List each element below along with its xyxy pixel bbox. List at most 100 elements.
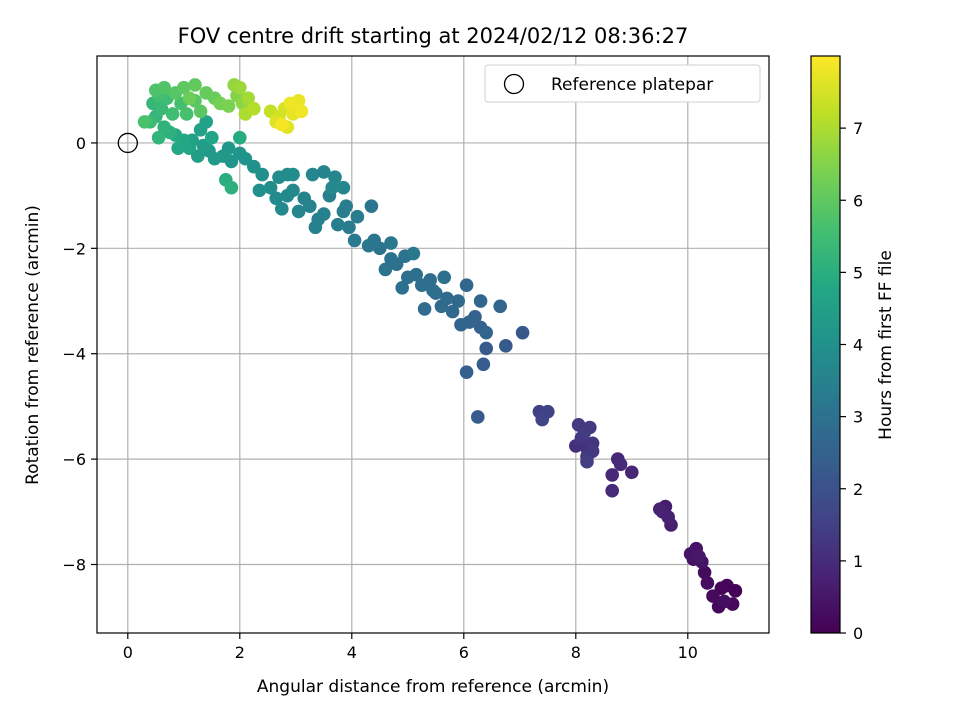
- colorbar-ticks: 0 1 2 3 4 5 6 7: [840, 119, 863, 643]
- data-point: [317, 165, 331, 179]
- y-tick-label: 0: [76, 134, 86, 153]
- data-point: [499, 339, 513, 353]
- colorbar-gradient: [811, 56, 840, 633]
- colorbar-tick-label: 6: [853, 191, 863, 210]
- x-tick-label: 8: [571, 643, 581, 662]
- y-tick-label: −8: [62, 555, 86, 574]
- data-point: [471, 410, 485, 424]
- data-point: [171, 141, 185, 156]
- data-point: [280, 188, 295, 203]
- data-point: [188, 78, 202, 92]
- data-point: [331, 217, 345, 232]
- data-point: [479, 341, 494, 356]
- y-tick-label: −4: [62, 345, 86, 364]
- x-tick-label: 2: [235, 643, 245, 662]
- colorbar-tick-label: 0: [853, 624, 863, 643]
- data-point: [182, 91, 197, 105]
- data-point: [221, 99, 236, 113]
- data-point: [205, 130, 219, 145]
- data-point: [157, 120, 171, 134]
- data-point: [378, 262, 393, 277]
- data-point: [605, 468, 619, 482]
- data-point: [479, 325, 494, 340]
- x-tick-label: 10: [678, 643, 698, 662]
- data-point: [275, 202, 289, 216]
- data-point: [476, 357, 491, 372]
- data-point: [364, 199, 379, 213]
- data-point: [625, 465, 639, 480]
- data-point: [165, 107, 180, 121]
- data-point: [275, 117, 289, 132]
- data-point: [535, 412, 549, 427]
- data-point: [451, 294, 466, 308]
- data-point: [454, 317, 468, 332]
- data-point: [437, 270, 452, 285]
- data-point: [700, 576, 715, 590]
- legend-label: Reference platepar: [551, 75, 713, 95]
- data-point: [342, 220, 356, 235]
- colorbar-tick-label: 7: [853, 119, 863, 138]
- data-point: [697, 565, 712, 580]
- x-tick-label: 4: [347, 643, 357, 662]
- data-point: [706, 589, 720, 603]
- data-point: [692, 549, 706, 564]
- colorbar-label: Hours from first FF file: [876, 250, 896, 440]
- data-point: [577, 425, 591, 440]
- data-point: [224, 180, 239, 195]
- data-point: [269, 191, 284, 206]
- data-point: [286, 167, 300, 182]
- data-point: [434, 299, 449, 314]
- y-tick-label: −2: [62, 239, 86, 258]
- data-point: [401, 270, 415, 285]
- data-point: [283, 96, 298, 111]
- colorbar-tick-label: 3: [853, 408, 863, 427]
- data-point: [151, 130, 166, 145]
- y-axis-label: Rotation from reference (arcmin): [23, 205, 43, 485]
- data-point: [339, 199, 354, 213]
- data-point: [328, 170, 342, 184]
- data-point: [384, 252, 398, 266]
- y-ticks: 0 −2 −4 −6 −8: [62, 134, 97, 574]
- data-point: [384, 236, 398, 250]
- data-point: [305, 167, 320, 182]
- points-layer: [137, 78, 743, 614]
- data-point: [247, 101, 261, 116]
- data-point: [406, 246, 421, 261]
- colorbar-tick-label: 1: [853, 552, 863, 571]
- data-point: [193, 104, 208, 119]
- data-point: [336, 180, 351, 195]
- data-point: [426, 283, 440, 298]
- data-point: [137, 115, 152, 129]
- data-point: [294, 104, 309, 119]
- data-point: [325, 180, 340, 195]
- y-tick-label: −6: [62, 450, 86, 469]
- data-point: [154, 101, 169, 116]
- legend-marker: [503, 73, 525, 95]
- data-point: [395, 281, 410, 295]
- data-point: [415, 278, 429, 293]
- data-point: [493, 299, 508, 314]
- data-point: [459, 278, 474, 293]
- data-point: [585, 444, 600, 459]
- data-point: [361, 238, 376, 253]
- data-point: [350, 209, 365, 224]
- x-axis-label: Angular distance from reference (arcmin): [257, 677, 609, 697]
- data-point: [177, 80, 191, 95]
- data-point: [252, 183, 267, 198]
- colorbar-tick-label: 2: [853, 480, 863, 499]
- data-point: [241, 91, 255, 105]
- data-point: [347, 233, 362, 248]
- data-point: [233, 80, 247, 95]
- legend: Reference platepar: [484, 64, 761, 103]
- x-tick-label: 0: [123, 643, 133, 662]
- data-point: [459, 365, 474, 379]
- data-point: [605, 483, 619, 498]
- chart-title: FOV centre drift starting at 2024/02/12 …: [178, 24, 689, 48]
- data-point: [580, 454, 594, 469]
- data-point: [199, 115, 213, 129]
- reference-marker: [117, 132, 138, 154]
- data-point: [291, 204, 306, 219]
- data-point: [233, 130, 247, 145]
- data-point: [445, 304, 460, 319]
